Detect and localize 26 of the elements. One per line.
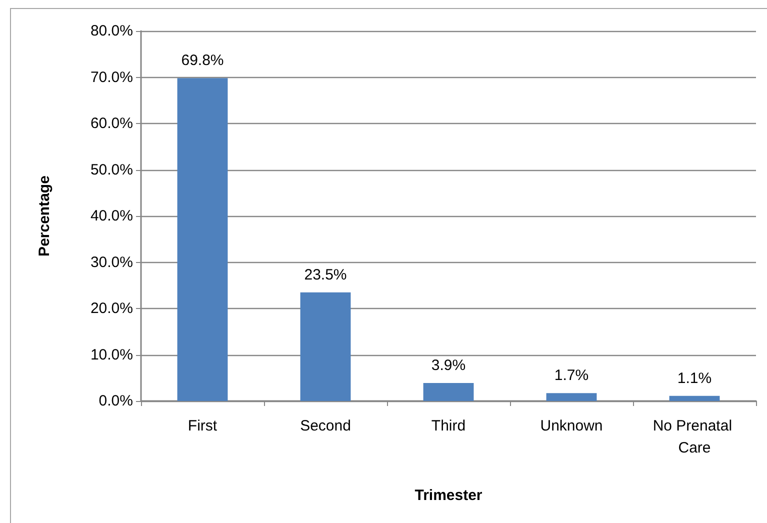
y-tick-label: 50.0%: [90, 161, 133, 178]
x-tick-label: No Prenatal Care: [652, 418, 736, 456]
y-tick-label: 40.0%: [90, 208, 133, 224]
data-label: 69.8%: [181, 52, 224, 70]
y-tick-label: 20.0%: [90, 300, 133, 317]
bar: [177, 78, 228, 401]
y-axis-title: Percentage: [36, 176, 53, 256]
y-tick-label: 10.0%: [90, 346, 133, 364]
bar: [669, 396, 720, 401]
y-tick-label: 0.0%: [98, 392, 133, 410]
x-tick-label: Second: [300, 418, 351, 434]
y-tick-label: 30.0%: [90, 254, 133, 271]
bar: [300, 292, 351, 401]
bar: [423, 382, 474, 401]
y-tick-label: 60.0%: [90, 115, 133, 132]
x-tick-label: Third: [431, 418, 466, 434]
x-tick-label: First: [188, 418, 218, 434]
data-label: 3.9%: [431, 356, 466, 374]
x-tick-label: Unknown: [540, 418, 603, 434]
y-tick-label: 80.0%: [90, 22, 133, 40]
data-label: 23.5%: [304, 266, 347, 284]
y-tick-label: 70.0%: [90, 68, 133, 86]
bar: [546, 393, 597, 401]
data-label: 1.1%: [677, 370, 712, 387]
x-axis-title: Trimester: [414, 487, 482, 504]
data-label: 1.7%: [554, 367, 589, 384]
